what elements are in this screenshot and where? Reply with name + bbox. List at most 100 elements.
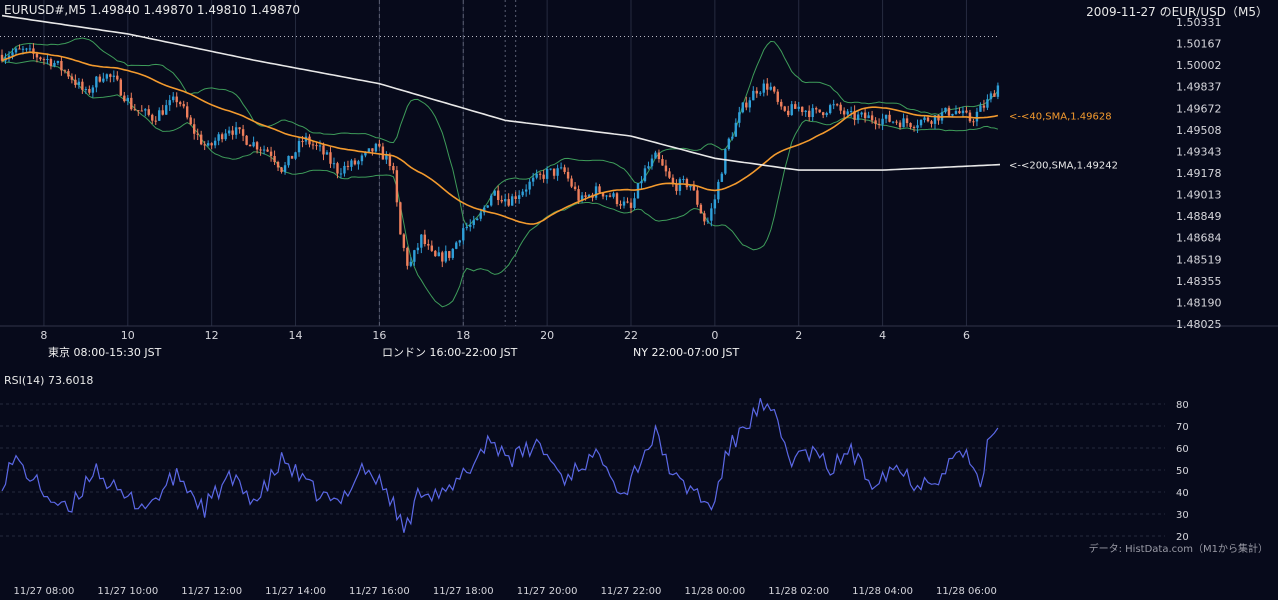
candle-bear: [67, 71, 70, 77]
candle-bull: [902, 118, 905, 128]
session-london-label: ロンドン 16:00-22:00 JST: [382, 346, 518, 359]
candle-bull: [413, 250, 416, 262]
candle-bear: [577, 189, 580, 201]
candle-bear: [42, 59, 46, 61]
candle-bear: [842, 110, 846, 115]
price-tick-label: 1.50002: [1176, 59, 1222, 72]
candle-bull: [951, 113, 954, 116]
candle-bear: [231, 130, 234, 135]
candle-bear: [273, 155, 276, 162]
bollinger-lower-line: [1, 60, 999, 308]
price-tick-label: 1.48190: [1176, 296, 1222, 309]
candle-bear: [542, 174, 545, 179]
candle-bear: [930, 121, 933, 124]
candle-bull: [227, 130, 231, 134]
candle-bear: [322, 145, 325, 155]
candle-bull: [748, 100, 752, 108]
date-tick-label: 11/27 20:00: [517, 586, 578, 597]
candle-bear: [514, 196, 517, 199]
candle-bull: [682, 179, 685, 181]
candle-bear: [329, 152, 332, 164]
candle-bear: [853, 110, 856, 120]
candle-bull: [409, 261, 413, 266]
candle-bear: [186, 106, 189, 118]
candle-bear: [119, 79, 123, 96]
candle-bear: [972, 121, 975, 123]
candle-bear: [63, 70, 67, 72]
candle-bear: [301, 141, 304, 143]
hour-tick-label: 8: [40, 329, 47, 342]
candle-bear: [601, 192, 605, 197]
candle-bear: [35, 53, 39, 58]
candle-bear: [81, 81, 84, 90]
candle-bear: [818, 109, 821, 113]
candle-bear: [947, 107, 951, 116]
candle-bull: [102, 78, 105, 82]
candle-bear: [210, 143, 213, 146]
candle-bull: [490, 195, 493, 206]
price-tick-label: 1.48355: [1176, 275, 1222, 288]
candle-bull: [168, 100, 171, 106]
session-newyork: NY 22:00-07:00 JST: [627, 343, 1003, 363]
candle-bear: [801, 106, 804, 113]
candle-bull: [339, 173, 343, 175]
candle-bear: [192, 124, 196, 134]
candle-bull: [996, 85, 1000, 97]
candle-bear: [870, 115, 874, 121]
date-tick-label: 11/27 16:00: [349, 586, 410, 597]
candle-bull: [350, 160, 353, 167]
candle-bear: [151, 114, 154, 121]
hour-tick-label: 4: [879, 329, 886, 342]
candle-bull: [849, 110, 853, 112]
data-source-note: データ: HistData.com（M1から集計）: [1088, 544, 1268, 555]
candle-bear: [448, 251, 451, 258]
candle-bull: [469, 224, 472, 227]
candle-bear: [500, 200, 503, 202]
candle-bear: [116, 75, 119, 80]
candle-bull: [172, 96, 175, 101]
candle-bear: [311, 144, 315, 146]
candle-bear: [909, 123, 912, 128]
date-tick-label: 11/27 22:00: [601, 586, 662, 597]
candle-bull: [528, 181, 531, 190]
candle-bear: [430, 245, 434, 251]
candle-bull: [713, 199, 717, 209]
candle-bull: [503, 199, 507, 202]
rsi-tick-label: 20: [1176, 532, 1189, 543]
hour-tick-label: 2: [795, 329, 802, 342]
candle-bull: [294, 152, 297, 159]
candle-bull: [46, 58, 49, 60]
candle-bear: [203, 144, 206, 146]
candle-bear: [0, 54, 4, 61]
candle-bull: [486, 205, 489, 208]
hour-tick-label: 18: [456, 329, 470, 342]
candle-bear: [74, 79, 77, 86]
candle-bull: [689, 185, 692, 188]
price-tick-label: 1.48025: [1176, 318, 1222, 331]
candle-bull: [458, 240, 461, 243]
candle-bear: [39, 57, 42, 60]
candle-bull: [476, 218, 479, 221]
candle-bear: [699, 204, 703, 214]
price-tick-label: 1.49672: [1176, 102, 1222, 115]
candle-bull: [224, 133, 227, 140]
candle-bear: [395, 170, 399, 203]
candle-bull: [556, 168, 559, 176]
candle-bear: [402, 234, 406, 248]
candle-bull: [811, 108, 814, 118]
candle-bear: [196, 133, 199, 135]
bollinger-bands: [1, 37, 999, 308]
candle-bull: [647, 166, 650, 169]
price-tick-label: 1.49013: [1176, 189, 1222, 202]
candle-bull: [455, 242, 458, 249]
candle-bull: [633, 198, 636, 208]
candle-bull: [545, 169, 549, 179]
candle-bull: [234, 127, 238, 135]
candle-bull: [462, 228, 465, 241]
sma40-value-label: <-<40,SMA,1.49628: [1009, 112, 1112, 123]
candle-bull: [14, 48, 18, 53]
candle-bear: [912, 127, 916, 129]
candle-bear: [982, 105, 986, 108]
candle-bull: [21, 48, 25, 50]
